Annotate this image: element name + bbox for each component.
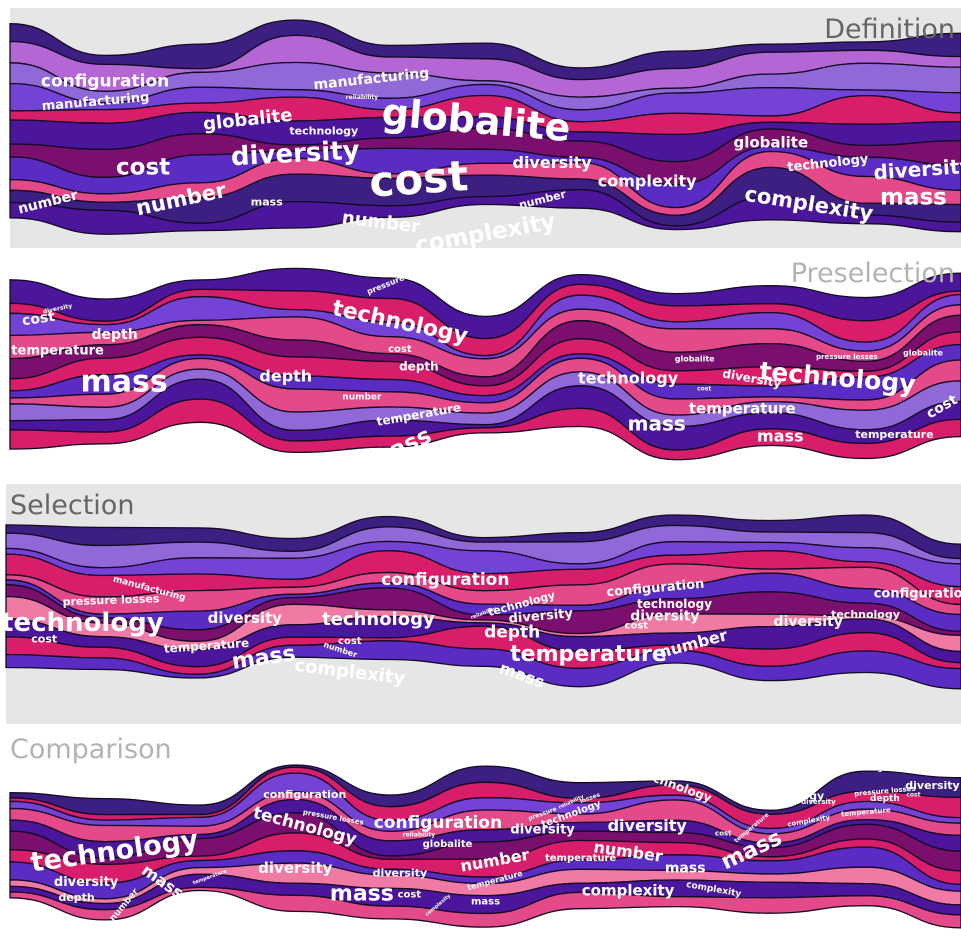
- stream-word-label: technology: [637, 597, 712, 611]
- stream-word-label: mass: [880, 184, 947, 210]
- stream-word-label: pressure losses: [816, 353, 878, 361]
- stream-word-label: cost: [116, 155, 170, 181]
- panel-selection-title: Selection: [10, 490, 134, 521]
- stream-word-label: depth: [399, 360, 439, 374]
- panel-comparison: technologydiversitydepthtemperaturecompl…: [9, 734, 961, 944]
- stream-word-label: depth: [484, 622, 540, 642]
- stream-word-label: depth: [259, 367, 312, 386]
- stream-word-label: technology: [1, 608, 164, 638]
- stream-word-label: cost: [398, 890, 422, 901]
- stream-layer: [5, 640, 961, 690]
- stream-word-label: mass: [80, 365, 167, 400]
- stream-word-label: diversity: [873, 154, 961, 185]
- stream-word-label: temperature: [16, 918, 80, 928]
- stream-word-label: configuration: [874, 586, 961, 601]
- stream-word-label: temperature: [163, 636, 249, 656]
- stream-layer: [9, 189, 961, 235]
- stream-word-label: technology: [289, 125, 358, 138]
- stream-word-label: depth: [58, 891, 94, 904]
- stream-word-label: cost: [715, 829, 732, 837]
- panel-selection-layers: [5, 514, 961, 690]
- stream-word-label: globalite: [675, 355, 715, 364]
- stream-word-label: temperature: [545, 853, 616, 864]
- stream-word-label: diversity: [208, 609, 282, 627]
- stream-word-label: reliability: [403, 832, 436, 839]
- stream-word-label: cost: [697, 386, 711, 393]
- stream-word-label: depth: [91, 327, 137, 343]
- stream-word-label: globalite: [733, 134, 808, 152]
- stream-word-label: reliability: [346, 94, 379, 101]
- stream-word-label: diversity: [230, 136, 360, 173]
- panel-comparison-layers: [9, 764, 961, 929]
- stream-word-label: mass: [330, 882, 394, 907]
- stream-word-label: temperature: [11, 344, 104, 359]
- stream-word-label: diversity: [510, 822, 575, 837]
- stream-word-label: diversity: [512, 153, 592, 172]
- stream-word-label: mass: [251, 195, 283, 208]
- stream-word-label: technology: [322, 609, 435, 630]
- stream-word-label: cost: [625, 620, 649, 631]
- stream-word-label: configuration: [263, 788, 346, 801]
- stream-word-label: globalite: [903, 349, 943, 358]
- stream-word-label: temperature: [510, 642, 667, 667]
- panel-definition: configurationmanufacturingmanufacturingr…: [9, 8, 961, 259]
- panel-preselection-title: Preselection: [791, 258, 955, 289]
- stream-word-label: diversity: [373, 867, 427, 880]
- stream-word-label: technology: [831, 608, 900, 621]
- stream-word-label: cost: [338, 636, 362, 647]
- panel-comparison-title: Comparison: [10, 734, 172, 765]
- stream-word-label: diversity: [630, 609, 699, 625]
- panel-definition-title: Definition: [824, 14, 955, 45]
- stream-word-label: globalite: [423, 839, 473, 850]
- stream-word-label: depth: [870, 794, 900, 804]
- panel-preselection-layers: [9, 267, 961, 461]
- stream-word-label: technology: [755, 790, 824, 803]
- stream-word-label: diversity: [258, 859, 332, 877]
- stream-layer: [9, 886, 961, 929]
- stream-word-label: temperature: [689, 400, 796, 418]
- stream-word-label: diversity: [905, 779, 959, 792]
- stream-word-label: cost: [906, 791, 920, 798]
- panel-preselection: diversitycostdepthtemperaturemasspressur…: [9, 258, 961, 504]
- stream-word-label: configuration: [41, 72, 169, 92]
- stream-word-label: diversity: [54, 875, 119, 890]
- stream-word-label: configuration: [782, 772, 835, 780]
- stream-word-label: configuration: [374, 813, 502, 833]
- stream-word-label: diversity: [801, 798, 836, 806]
- stream-word-label: number: [342, 393, 382, 403]
- stream-word-label: cost: [21, 309, 56, 329]
- stream-word-label: pressure losses: [62, 592, 160, 608]
- stream-word-label: cost: [31, 632, 57, 645]
- stream-word-label: diversity: [508, 606, 574, 627]
- stream-word-label: cost: [368, 151, 470, 207]
- stream-word-label: mass: [665, 860, 706, 876]
- stream-word-label: mass: [757, 427, 804, 446]
- stream-word-label: configuration: [858, 765, 911, 773]
- stream-word-label: diversity: [774, 614, 843, 630]
- stream-word-label: mass: [628, 412, 686, 436]
- stream-word-label: temperature: [855, 428, 933, 441]
- panel-definition-layers: [9, 19, 961, 235]
- stream-word-label: configuration: [381, 570, 509, 590]
- stream-word-label: complexity: [582, 882, 675, 900]
- stream-word-label: complexity: [598, 171, 697, 190]
- stream-word-label: mass: [471, 897, 500, 908]
- stream-word-label: diversity: [608, 816, 688, 835]
- stream-word-label: cost: [388, 344, 412, 355]
- stream-word-label: technology: [578, 369, 679, 388]
